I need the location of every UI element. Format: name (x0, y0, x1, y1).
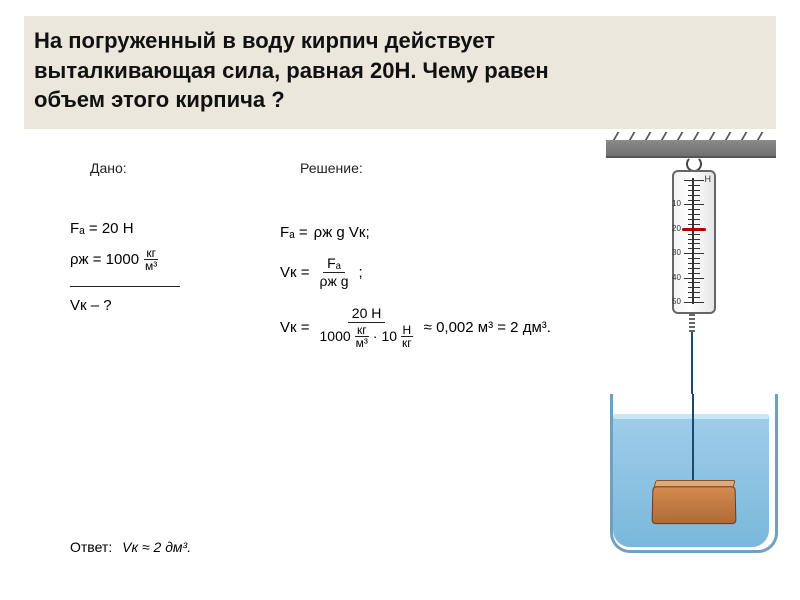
eq3-den-unit-kgm3: кг м³ (354, 324, 370, 349)
title-line-3: объем этого кирпича ? (34, 85, 766, 115)
eq2-lhs: Vк = (280, 264, 310, 281)
eq3-den-1000: 1000 (320, 329, 351, 344)
eq2-num: Fₐ (323, 255, 345, 273)
dynamometer-minor-tick (688, 263, 700, 264)
solution-block: Fₐ = ρж g Vк; Vк = Fₐ ρж g ; Vк = 20 Н 1… (280, 210, 580, 364)
equation-3: Vк = 20 Н 1000 кг м³ · 10 Н кг (280, 305, 580, 350)
dynamometer-tick-label: 10 (672, 199, 681, 208)
answer-label: Ответ: (70, 539, 112, 555)
beaker (610, 394, 772, 550)
title-line-2: выталкивающая сила, равная 20Н. Чему рав… (34, 56, 766, 86)
u1d: м³ (354, 337, 370, 349)
equation-2: Vк = Fₐ ρж g ; (280, 255, 580, 291)
dynamometer-minor-tick (688, 292, 700, 293)
dynamometer-spring-icon (689, 312, 695, 332)
dynamometer-scale (692, 178, 694, 304)
physics-problem-slide: На погруженный в воду кирпич действует в… (0, 0, 800, 600)
dynamometer-minor-tick (688, 214, 700, 215)
answer-line: Ответ: Vк ≈ 2 дм³. (70, 539, 191, 555)
eq3-result: ≈ 0,002 м³ = 2 дм³. (424, 319, 551, 336)
given-header: Дано: (90, 160, 127, 176)
dynamometer-tick-label: 30 (672, 248, 681, 257)
dynamometer-minor-tick (688, 185, 700, 186)
dynamometer-minor-tick (688, 195, 700, 196)
dynamometer-minor-tick (688, 297, 700, 298)
title-line-1: На погруженный в воду кирпич действует (34, 26, 766, 56)
dynamometer-minor-tick (688, 234, 700, 235)
dynamometer-tick-label: 20 (672, 224, 681, 233)
given-force: Fₐ = 20 Н (70, 220, 210, 237)
eq1-lhs: Fₐ = (280, 224, 308, 241)
solution-header: Решение: (300, 160, 363, 176)
dynamometer-minor-tick (688, 268, 700, 269)
eq2-frac: Fₐ ρж g (316, 255, 353, 291)
dynamometer-tick (684, 302, 704, 303)
experiment-apparatus: Н 10 20 30 40 50 (606, 140, 776, 560)
dynamometer-minor-tick (688, 224, 700, 225)
dynamometer-body: Н 10 20 30 40 50 (672, 170, 716, 314)
u2d: кг (400, 337, 414, 349)
dynamometer-minor-tick (688, 287, 700, 288)
given-density: ρж = 1000 кг м³ (70, 247, 210, 272)
dynamometer-minor-tick (688, 258, 700, 259)
eq2-tail: ; (359, 264, 363, 281)
given-force-value: Fₐ = 20 Н (70, 220, 134, 237)
dynamometer-minor-tick (688, 273, 700, 274)
problem-title-box: На погруженный в воду кирпич действует в… (24, 16, 776, 129)
dynamometer-minor-tick (688, 282, 700, 283)
dynamometer-minor-tick (688, 209, 700, 210)
equation-1: Fₐ = ρж g Vк; (280, 224, 580, 241)
eq3-den-10: · 10 (373, 329, 397, 344)
dynamometer-tick (684, 229, 704, 230)
eq3-den-unit-nkg: Н кг (400, 324, 414, 349)
dynamometer-tick-label: 50 (672, 297, 681, 306)
dynamometer-tick (684, 204, 704, 205)
dynamometer: Н 10 20 30 40 50 (672, 156, 712, 326)
dynamometer-minor-tick (688, 243, 700, 244)
solution-area: Дано: Решение: Fₐ = 20 Н ρж = 1000 кг м³… (30, 140, 600, 580)
dynamometer-minor-tick (688, 239, 700, 240)
dynamometer-minor-tick (688, 219, 700, 220)
eq1-rhs: ρж g Vк; (314, 224, 370, 241)
given-separator (70, 286, 180, 287)
given-density-unit: кг м³ (143, 247, 159, 272)
unit-den: м³ (143, 260, 159, 272)
dynamometer-unit: Н (705, 174, 712, 184)
eq3-den: 1000 кг м³ · 10 Н кг (316, 323, 418, 350)
dynamometer-tick (684, 253, 704, 254)
dynamometer-minor-tick (688, 190, 700, 191)
given-density-lhs: ρж = 1000 (70, 251, 139, 268)
water-surface (613, 414, 769, 419)
dynamometer-minor-tick (688, 200, 700, 201)
eq2-den: ρж g (316, 273, 353, 290)
dynamometer-tick (684, 278, 704, 279)
eq3-frac: 20 Н 1000 кг м³ · 10 Н кг (316, 305, 418, 350)
brick (652, 486, 737, 524)
dynamometer-tick (684, 180, 704, 181)
given-block: Fₐ = 20 Н ρж = 1000 кг м³ Vк – ? (70, 210, 210, 324)
answer-value: Vк ≈ 2 дм³. (122, 539, 191, 555)
string-in-water (692, 394, 694, 486)
eq3-num: 20 Н (348, 305, 386, 323)
string-top (691, 332, 693, 394)
dynamometer-minor-tick (688, 248, 700, 249)
dynamometer-tick-label: 40 (672, 273, 681, 282)
given-unknown: Vк – ? (70, 297, 210, 314)
eq3-lhs: Vк = (280, 319, 310, 336)
